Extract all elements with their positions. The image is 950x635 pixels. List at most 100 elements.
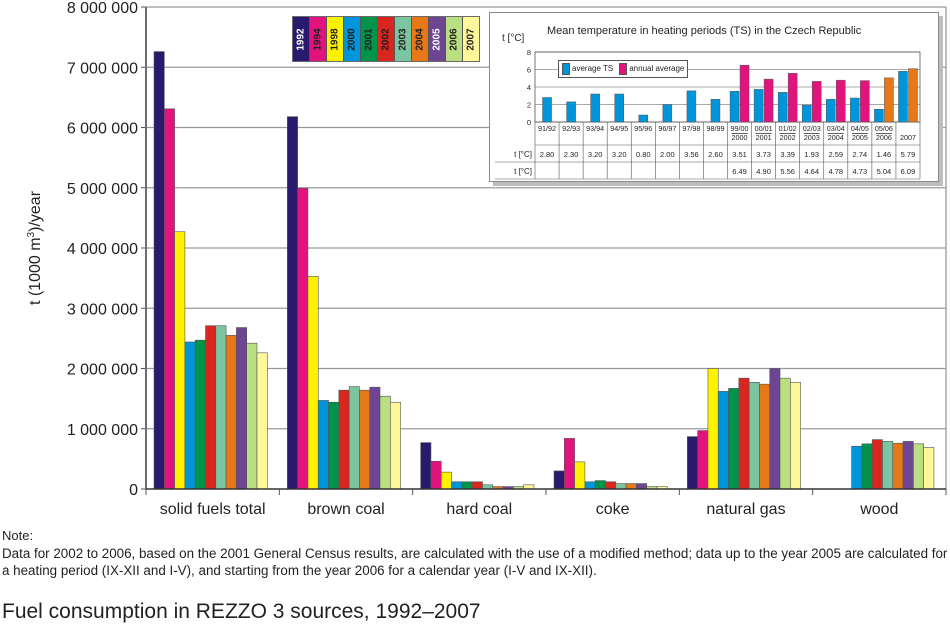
inset-value-average-ts: 3.20 [612, 150, 627, 159]
inset-bar-annual-average [787, 73, 798, 123]
bar-2007 [256, 352, 268, 490]
inset-legend-item-annual-average: annual average [619, 63, 684, 75]
y-tick-label: 6 000 000 [67, 121, 138, 138]
inset-bar-average-ts [826, 99, 836, 123]
figure-title: Fuel consumption in REZZO 3 sources, 199… [2, 600, 481, 623]
bar-1994 [697, 430, 709, 490]
bar-2002 [471, 481, 483, 490]
inset-y-axis-label: t [°C] [502, 33, 525, 44]
inset-value-average-ts: 2.59 [828, 150, 843, 159]
bar-2003 [348, 386, 360, 490]
note-text: Data for 2002 to 2006, based on the 2001… [2, 546, 948, 578]
bar-1994 [430, 460, 442, 490]
inset-category-label: 91/92 [538, 124, 556, 133]
inset-value-annual-average: 5.56 [780, 167, 795, 176]
legend-item-2001: 2001 [361, 17, 378, 61]
bar-2000 [584, 481, 596, 490]
bar-2005 [902, 441, 914, 490]
legend-label: 1994 [312, 27, 324, 51]
y-tick-labels: 0 1 000 000 2 000 000 3 000 000 4 000 000 5 0… [67, 0, 138, 499]
inset-bar-average-ts [753, 89, 764, 123]
inset-value-average-ts: 2.74 [853, 150, 868, 159]
inset-y-tick-label: 2 [527, 101, 531, 110]
inset-category-label: 96/97 [658, 124, 676, 133]
bar-2001 [461, 481, 473, 490]
bar-2003 [215, 325, 227, 490]
x-tick-label: natural gas [706, 501, 785, 518]
inset-bar-average-ts [874, 108, 884, 123]
inset-bar-annual-average [739, 64, 750, 123]
bar-1998 [174, 231, 186, 490]
inset-y-tick-label: 8 [527, 48, 531, 57]
inset-plot: 0 2 4 6 8 t [°C] t [°C] 91/92 2.80 92/93 2.30 93/94… [495, 48, 921, 180]
bar-1998 [307, 276, 319, 490]
y-tick-label: 7 000 000 [67, 60, 138, 77]
bar-2004 [225, 335, 237, 490]
y-tick-label: 1 000 000 [67, 422, 138, 439]
bar-2000 [451, 481, 463, 490]
inset-value-annual-average: 5.04 [877, 167, 892, 176]
legend-item-2006: 2006 [446, 17, 463, 61]
bar-2003 [615, 483, 627, 490]
bar-1992 [553, 470, 565, 490]
bar-2004 [359, 389, 371, 490]
inset-category-label: 2007 [900, 133, 916, 142]
bar-2006 [779, 377, 791, 490]
inset-category-label: 2006 [876, 133, 892, 142]
inset-value-average-ts: 3.56 [684, 150, 699, 159]
inset-bar-average-ts [777, 92, 788, 123]
x-tick-labels: solid fuels total brown coal hard coal coke… [160, 501, 899, 518]
inset-bar-annual-average [836, 79, 846, 123]
inset-category-label: 05/06 [875, 124, 893, 133]
legend-label: 2004 [414, 27, 426, 51]
inset-category-label: 2005 [852, 133, 868, 142]
legend-label: 2001 [363, 27, 375, 51]
inset-bar-average-ts [850, 97, 860, 123]
legend-item-2000: 2000 [344, 17, 361, 61]
inset-category-label: 2000 [732, 133, 748, 142]
note-label: Note: [2, 528, 34, 543]
main-chart: 0 1 000 000 2 000 000 3 000 000 4 000 000 5 0… [26, 0, 947, 518]
inset-value-annual-average: 4.73 [853, 167, 868, 176]
inset-row-label: t [°C] [514, 150, 532, 159]
bar-2000 [317, 400, 329, 490]
inset-chart: Mean temperature in heating periods (TS)… [489, 12, 939, 182]
bar-2002 [205, 325, 217, 490]
inset-value-average-ts: 3.73 [756, 150, 771, 159]
inset-bar-annual-average [884, 77, 894, 123]
legend-label: 2007 [465, 27, 477, 51]
legend-item-2002: 2002 [378, 17, 395, 61]
inset-value-annual-average: 4.90 [756, 167, 771, 176]
inset-title: Mean temperature in heating periods (TS)… [547, 25, 862, 37]
bar-2005 [236, 327, 247, 490]
bar-2000 [717, 391, 729, 490]
inset-category-label: 2001 [756, 133, 772, 142]
inset-category-label: 00/01 [755, 124, 773, 133]
legend-label: 2000 [346, 27, 358, 51]
bar-2007 [923, 447, 935, 490]
bar-2001 [594, 480, 606, 490]
x-tick-label: hard coal [446, 501, 512, 518]
inset-y-tick-label: 0 [527, 118, 531, 127]
inset-value-average-ts: 3.39 [780, 150, 795, 159]
bar-2006 [246, 342, 258, 490]
bar-2003 [748, 382, 760, 490]
legend-item-2007: 2007 [463, 17, 479, 61]
inset-value-annual-average: 4.78 [828, 167, 843, 176]
inset-y-tick-label: 4 [527, 83, 531, 92]
inset-bar-average-ts [801, 104, 812, 123]
bar-2004 [625, 483, 637, 490]
inset-value-average-ts: 2.00 [660, 150, 675, 159]
inset-value-annual-average: 4.64 [804, 167, 819, 176]
bar-2002 [738, 377, 750, 490]
inset-value-average-ts: 3.20 [588, 150, 603, 159]
inset-value-average-ts: 5.79 [901, 150, 916, 159]
inset-category-label: 97/98 [682, 124, 700, 133]
bar-1994 [297, 188, 309, 490]
legend-label: 1992 [295, 27, 307, 51]
inset-bar-annual-average [763, 78, 774, 123]
bar-2005 [369, 386, 381, 490]
x-tick-label: brown coal [307, 501, 384, 518]
bar-1998 [574, 461, 586, 490]
inset-category-label: 2002 [780, 133, 796, 142]
